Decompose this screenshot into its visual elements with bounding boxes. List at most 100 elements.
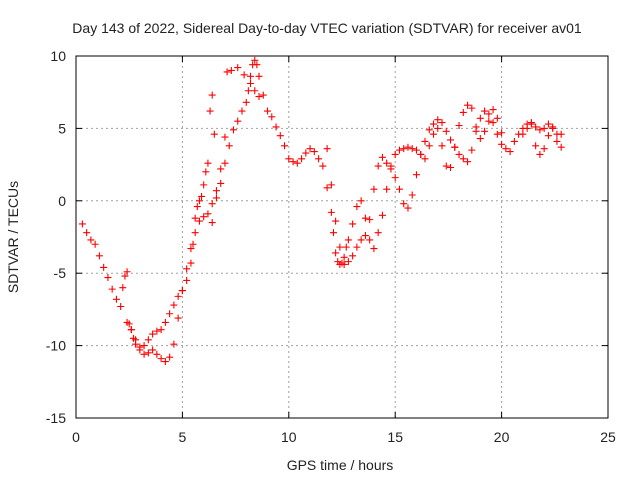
data-point (434, 124, 442, 132)
data-point (408, 145, 416, 153)
data-point (100, 263, 108, 271)
data-point (370, 185, 378, 193)
data-point (336, 243, 344, 251)
data-point (540, 124, 548, 132)
data-point (412, 146, 420, 154)
data-point (366, 216, 374, 224)
data-point (361, 214, 369, 222)
data-point (149, 346, 157, 354)
data-point (498, 129, 506, 137)
data-point (485, 110, 493, 118)
data-point (272, 123, 280, 131)
data-point (557, 143, 565, 151)
data-point (153, 350, 161, 358)
data-point (189, 240, 197, 248)
data-point (344, 236, 352, 244)
data-point (191, 214, 199, 222)
y-tick-label: 10 (50, 48, 66, 64)
data-point (383, 159, 391, 167)
data-point (127, 326, 135, 334)
data-point (329, 229, 337, 237)
data-point (459, 108, 467, 116)
data-point (319, 162, 327, 170)
data-point (430, 120, 438, 128)
data-point (485, 117, 493, 125)
data-point (268, 113, 276, 121)
data-point (285, 155, 293, 163)
data-point (391, 174, 399, 182)
data-point (83, 229, 91, 237)
data-point (455, 122, 463, 130)
data-point (540, 145, 548, 153)
data-point (404, 143, 412, 151)
data-point (361, 232, 369, 240)
data-point (193, 203, 201, 211)
data-point (289, 158, 297, 166)
data-point (425, 142, 433, 150)
data-point (315, 155, 323, 163)
data-point (447, 136, 455, 144)
data-point (166, 353, 174, 361)
data-point (383, 185, 391, 193)
data-point (161, 358, 169, 366)
data-point (498, 140, 506, 148)
data-point (119, 284, 127, 292)
data-point (174, 292, 182, 300)
data-point (225, 142, 233, 150)
y-tick-label: -5 (54, 265, 67, 281)
data-point (112, 295, 120, 303)
data-point (157, 355, 165, 363)
data-point (183, 265, 191, 273)
chart-title: Day 143 of 2022, Sidereal Day-to-day VTE… (72, 20, 582, 36)
data-point (117, 303, 125, 311)
data-point (302, 149, 310, 157)
data-point (532, 142, 540, 150)
data-point (157, 326, 165, 334)
data-point (459, 155, 467, 163)
data-point (153, 327, 161, 335)
data-point (234, 64, 242, 72)
data-point (544, 132, 552, 140)
data-point (506, 148, 514, 156)
data-point (455, 150, 463, 158)
data-point (442, 162, 450, 170)
data-point (221, 133, 229, 141)
data-point (323, 145, 331, 153)
data-point (493, 114, 501, 122)
data-point (251, 87, 259, 95)
data-point (187, 245, 195, 253)
data-point (212, 187, 220, 195)
data-point (349, 252, 357, 260)
y-tick-label: -15 (46, 410, 66, 426)
data-point (144, 349, 152, 357)
x-tick-label: 0 (72, 429, 80, 445)
data-point (536, 150, 544, 158)
data-point (489, 119, 497, 127)
data-point (553, 137, 561, 145)
data-point (149, 330, 157, 338)
data-point (123, 268, 131, 276)
data-point (370, 245, 378, 253)
data-point (451, 143, 459, 151)
data-point (536, 126, 544, 134)
data-point (281, 142, 289, 150)
data-point (532, 123, 540, 131)
data-point (344, 258, 352, 266)
data-point (91, 240, 99, 248)
data-point (208, 200, 216, 208)
data-point (240, 71, 248, 79)
data-point (178, 287, 186, 295)
data-point (378, 153, 386, 161)
y-tick-label: 5 (58, 120, 66, 136)
x-axis-label: GPS time / hours (287, 457, 394, 473)
data-point (430, 130, 438, 138)
data-point (493, 130, 501, 138)
data-point (198, 192, 206, 200)
data-point (408, 191, 416, 199)
data-point (476, 114, 484, 122)
data-point (204, 159, 212, 167)
data-point (217, 179, 225, 187)
data-point (332, 217, 340, 225)
data-point (108, 285, 116, 293)
